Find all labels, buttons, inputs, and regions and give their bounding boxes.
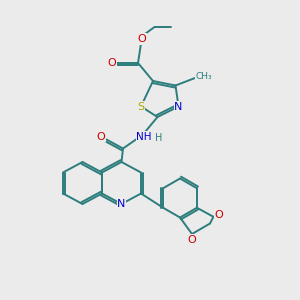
Text: N: N — [174, 101, 183, 112]
Text: O: O — [137, 34, 146, 44]
Text: O: O — [107, 58, 116, 68]
Text: N: N — [117, 199, 126, 209]
Text: NH: NH — [136, 131, 152, 142]
Text: O: O — [96, 131, 105, 142]
Text: H: H — [155, 133, 163, 143]
Text: O: O — [214, 210, 223, 220]
Text: S: S — [137, 101, 145, 112]
Text: O: O — [188, 235, 196, 245]
Text: CH₃: CH₃ — [196, 72, 212, 81]
